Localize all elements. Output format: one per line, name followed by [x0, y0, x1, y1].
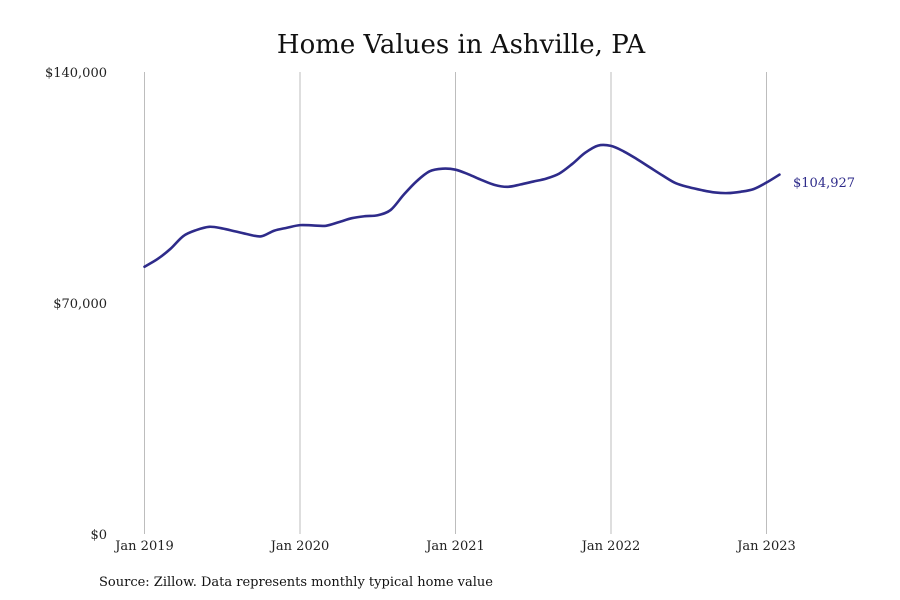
gridlines — [144, 72, 767, 534]
x-tick-label: Jan 2022 — [580, 539, 641, 554]
x-tick-label: Jan 2019 — [113, 539, 174, 554]
home-value-series-line — [143, 143, 781, 268]
chart-title: Home Values in Ashville, PA — [277, 30, 646, 60]
x-tick-label: Jan 2020 — [269, 539, 330, 554]
x-axis-tick-labels: Jan 2019 Jan 2020 Jan 2021 Jan 2022 Jan 2023 — [113, 539, 796, 554]
x-tick-label: Jan 2021 — [424, 539, 485, 554]
source-note: Source: Zillow. Data represents monthly … — [99, 575, 493, 590]
y-tick-label: $140,000 — [45, 66, 107, 81]
x-tick-label: Jan 2023 — [735, 539, 796, 554]
y-tick-label: $70,000 — [53, 297, 107, 312]
y-tick-label: $0 — [90, 528, 107, 543]
y-axis-tick-labels: $0 $70,000 $140,000 — [45, 66, 107, 543]
latest-value-label: $104,927 — [793, 176, 855, 191]
